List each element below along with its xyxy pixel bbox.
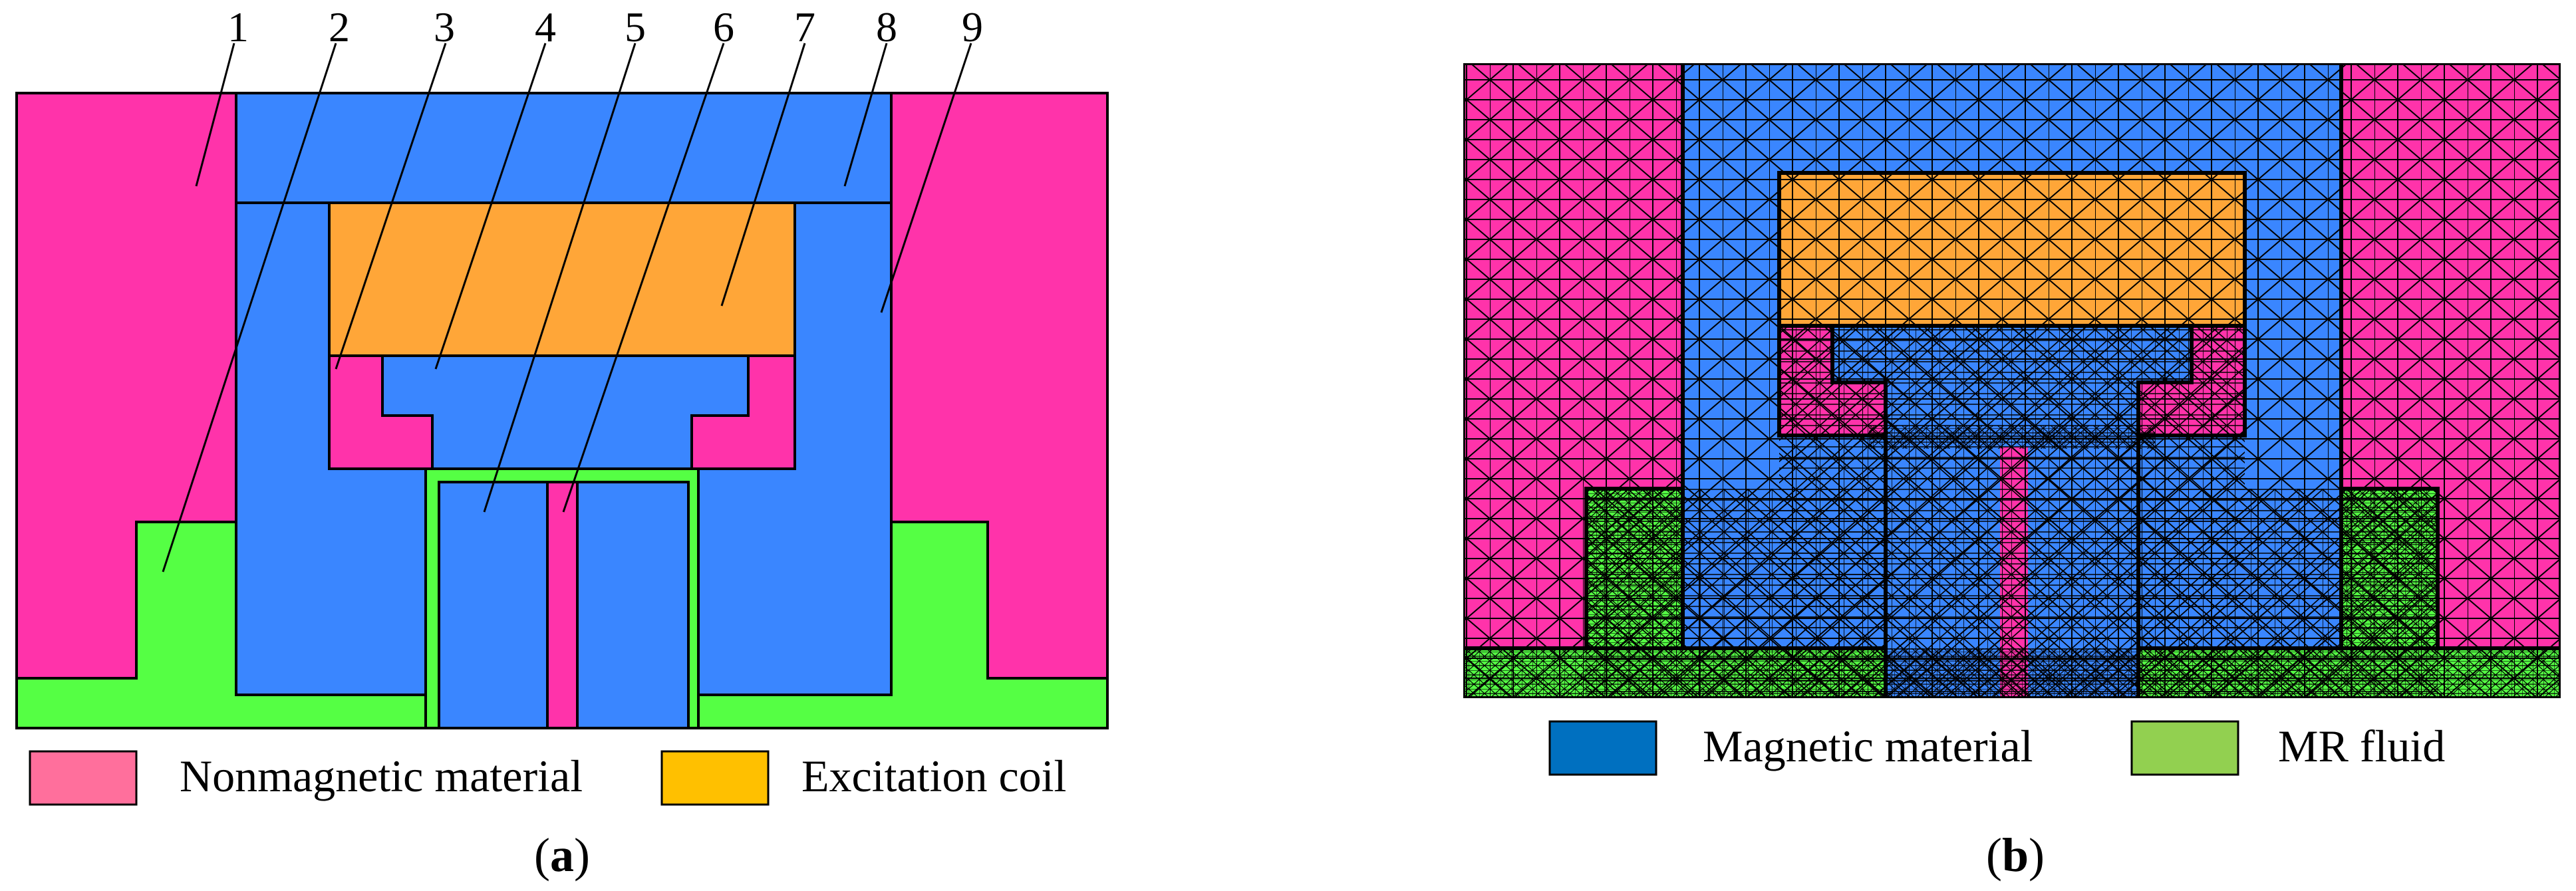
caption-b: (b) bbox=[1986, 828, 2045, 882]
leader-line bbox=[434, 43, 547, 370]
part-number: 8 bbox=[876, 3, 897, 51]
leader-line bbox=[880, 43, 972, 313]
caption-a: (a) bbox=[534, 828, 590, 882]
legend-swatch-mr-fluid bbox=[2130, 720, 2239, 776]
panel-a bbox=[15, 92, 1109, 729]
legend-label: Excitation coil bbox=[801, 751, 1066, 801]
nonmagnetic-center-rod bbox=[546, 481, 579, 729]
mesh-overlay-xfine-base bbox=[1463, 648, 2561, 698]
mesh-overlay-xfine-fluid-right bbox=[2341, 489, 2438, 648]
part-number: 2 bbox=[329, 3, 350, 51]
leader-line bbox=[162, 43, 337, 573]
mesh-overlay-xfine-fluid-left bbox=[1586, 489, 1683, 648]
legend-a: Nonmagnetic material Excitation coil bbox=[29, 750, 1066, 806]
part-number: 1 bbox=[227, 3, 249, 51]
panel-b bbox=[1463, 63, 2561, 698]
part-callouts: 1 2 3 4 5 6 7 8 9 bbox=[162, 3, 983, 573]
leader-line bbox=[562, 43, 725, 513]
leader-line bbox=[195, 43, 235, 187]
part-number: 3 bbox=[434, 3, 455, 51]
leader-line bbox=[720, 43, 806, 307]
excitation-coil bbox=[328, 201, 796, 357]
legend-label: Nonmagnetic material bbox=[180, 751, 583, 801]
legend-swatch-nonmagnetic bbox=[29, 750, 138, 806]
leader-line bbox=[335, 43, 447, 370]
part-number: 5 bbox=[625, 3, 646, 51]
part-number: 4 bbox=[535, 3, 556, 51]
part-number: 6 bbox=[713, 3, 734, 51]
leader-line bbox=[483, 43, 637, 513]
legend-swatch-coil bbox=[660, 750, 770, 806]
legend-swatch-magnetic bbox=[1548, 720, 1657, 776]
part-number: 7 bbox=[794, 3, 815, 51]
legend-label: MR fluid bbox=[2278, 721, 2445, 771]
part-number: 9 bbox=[962, 3, 983, 51]
legend-label: Magnetic material bbox=[1703, 721, 2033, 771]
leader-line bbox=[843, 43, 888, 187]
mesh-overlay-xfine-gap bbox=[1869, 426, 2155, 449]
legend-b: Magnetic material MR fluid bbox=[1548, 720, 2445, 776]
